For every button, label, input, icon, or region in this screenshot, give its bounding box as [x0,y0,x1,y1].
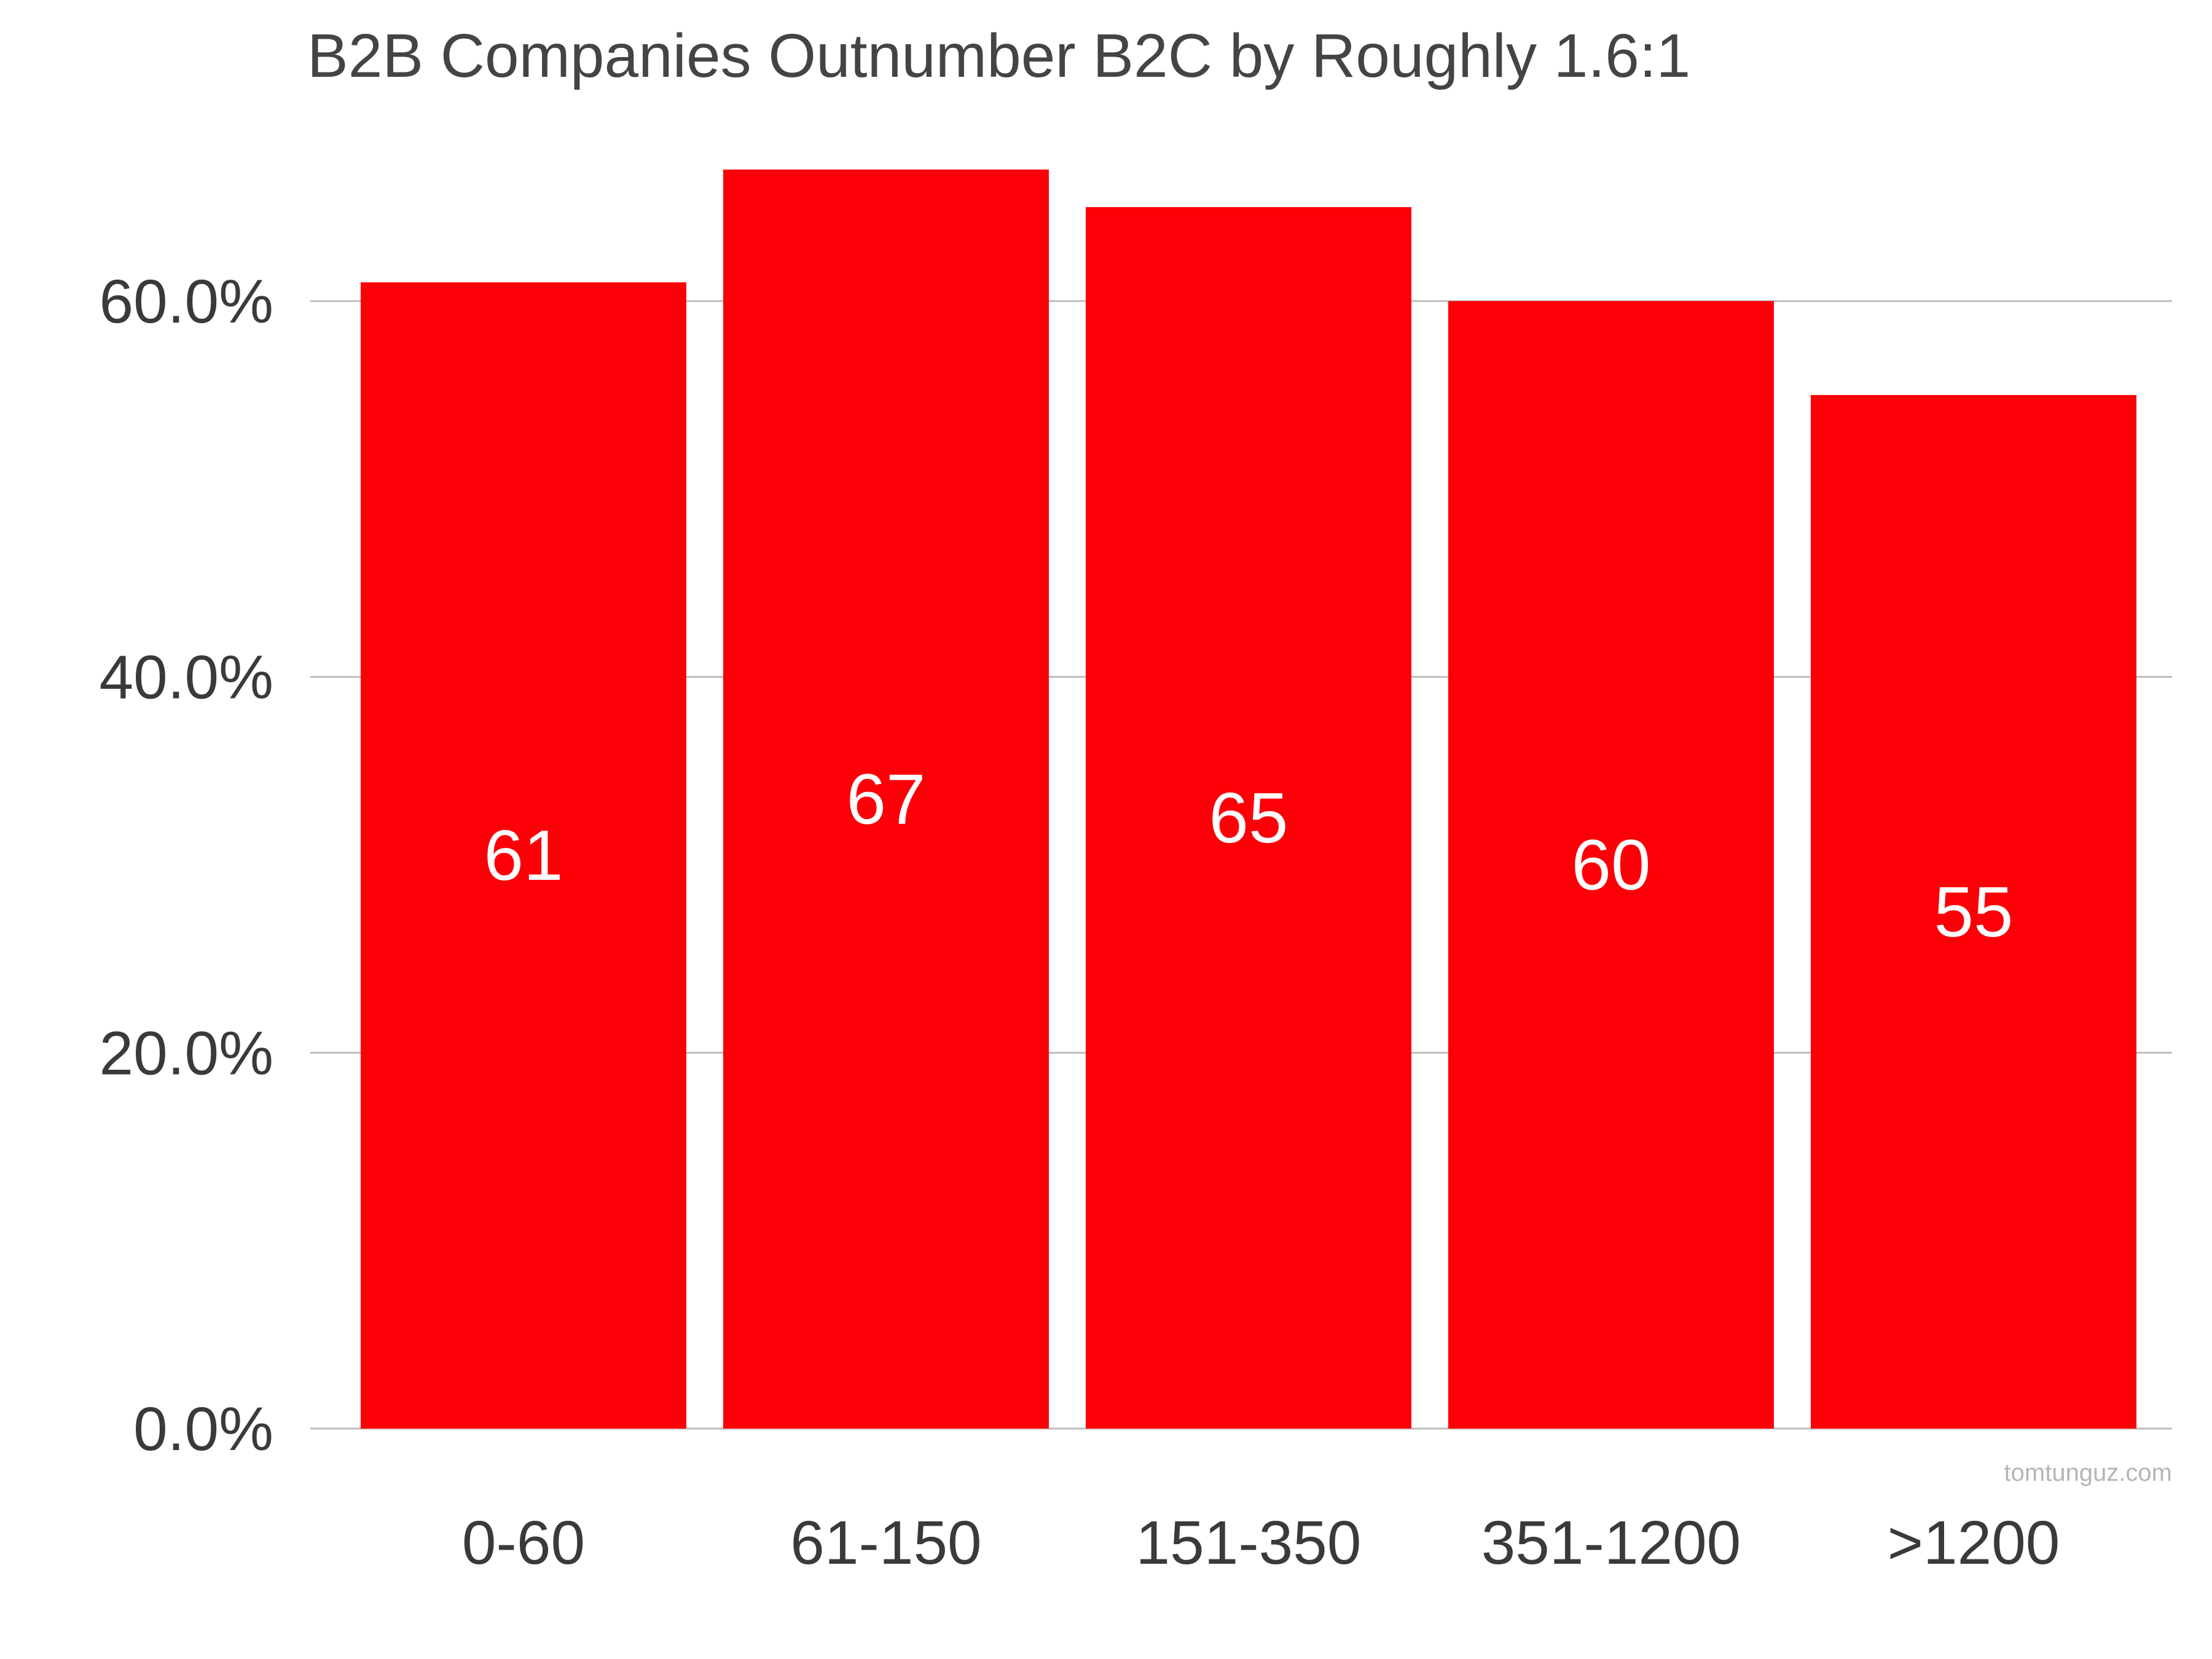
y-tick-label: 20.0% [99,1019,273,1088]
bar [361,282,686,1429]
x-tick-label: 0-60 [462,1508,585,1577]
data-labels: 61 67 65 60 55 [484,759,2013,952]
y-tick-label: 60.0% [99,267,273,336]
bar-value-label: 60 [1571,825,1650,905]
y-axis-tick-labels: 0.0% 20.0% 40.0% 60.0% [99,267,273,1464]
chart-title: B2B Companies Outnumber B2C by Roughly 1… [307,22,1690,90]
bar-value-label: 65 [1209,778,1288,858]
bar [1448,301,1774,1429]
bar-value-label: 55 [1934,872,2013,952]
x-tick-label: 151-350 [1136,1508,1362,1577]
bar [1811,394,2136,1429]
bars [361,169,2136,1429]
x-axis-tick-labels: 0-60 61-150 151-350 351-1200 >1200 [462,1508,2060,1577]
bar-value-label: 61 [484,815,563,895]
x-tick-label: 351-1200 [1481,1508,1741,1577]
y-tick-label: 0.0% [133,1395,273,1464]
y-tick-label: 40.0% [99,643,273,712]
bar [1086,207,1411,1429]
bar-value-label: 67 [846,759,925,839]
x-tick-label: >1200 [1888,1508,2060,1577]
watermark: tomtunguz.com [2004,1459,2172,1486]
x-tick-label: 61-150 [790,1508,981,1577]
bar [723,169,1049,1429]
